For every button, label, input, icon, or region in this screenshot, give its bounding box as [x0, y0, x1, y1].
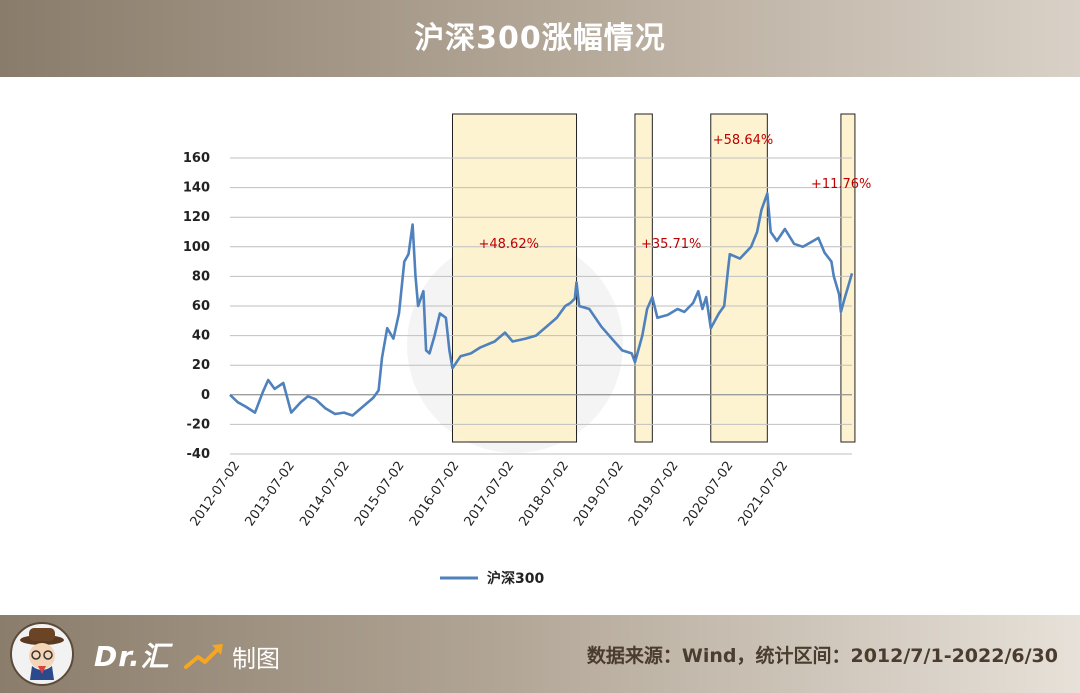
- y-tick-label: 40: [192, 329, 210, 344]
- data-source-text: 数据来源：Wind，统计区间：2012/7/1-2022/6/30: [586, 645, 1058, 667]
- series-line: [229, 192, 854, 417]
- legend-label: 沪深300: [487, 570, 544, 587]
- highlight-periods: [407, 113, 856, 453]
- y-tick-label: 60: [192, 299, 210, 314]
- highlight-labels: +48.62% +35.71% +58.64% +11.76%: [478, 133, 871, 252]
- legend: 沪深300: [440, 570, 544, 587]
- highlight-label: +58.64%: [713, 133, 773, 148]
- footer-bar: Dr.汇 制图 数据来源：Wind，统计区间：2012/7/1-2022/6/3…: [0, 615, 1080, 693]
- x-tick-label: 2018-07-02: [516, 459, 572, 530]
- x-tick-label: 2017-07-02: [462, 459, 518, 530]
- x-tick-label: 2021-07-02: [736, 459, 792, 530]
- y-tick-label: 0: [201, 388, 210, 403]
- brand-logo: Dr.汇: [94, 640, 170, 673]
- y-axis-ticks: 160 140 120 100 80 60 40 20 0 -20 -40: [183, 151, 210, 462]
- avatar-icon: [10, 622, 74, 686]
- highlight-label: +48.62%: [478, 237, 538, 252]
- x-tick-label: 2016-07-02: [407, 459, 463, 530]
- x-tick-label: 2019-07-02: [571, 459, 627, 530]
- highlight-label: +11.76%: [811, 177, 871, 192]
- y-tick-label: 20: [192, 358, 210, 373]
- x-axis-ticks: 2012-07-02 2013-07-02 2014-07-02 2015-07-02…: [188, 459, 792, 530]
- y-tick-label: -20: [187, 417, 211, 432]
- x-tick-label: 2014-07-02: [297, 459, 353, 530]
- y-tick-label: 100: [183, 240, 210, 255]
- x-tick-label: 2015-07-02: [352, 459, 408, 530]
- x-tick-label: 2012-07-02: [188, 459, 244, 530]
- x-tick-label: 2019-07-02: [626, 459, 682, 530]
- highlight-box: [840, 113, 856, 443]
- gridlines: [230, 157, 852, 455]
- made-by-text: 制图: [232, 645, 280, 673]
- y-tick-label: 80: [192, 269, 210, 284]
- trend-arrow-icon: [184, 644, 223, 669]
- y-tick-label: 140: [183, 181, 210, 196]
- highlight-box: [710, 113, 768, 443]
- x-tick-label: 2013-07-02: [242, 459, 298, 530]
- series-lines: [229, 192, 854, 417]
- x-tick-label: 2020-07-02: [681, 459, 737, 530]
- highlight-box: [451, 113, 578, 443]
- y-tick-label: 120: [183, 210, 210, 225]
- page-title: 沪深300涨幅情况: [414, 21, 666, 56]
- chart-area: 160 140 120 100 80 60 40 20 0 -20 -40 2012-07-02 20…: [0, 77, 1080, 615]
- highlight-box: [634, 113, 653, 443]
- y-tick-label: 160: [183, 151, 210, 166]
- highlight-label: +35.71%: [641, 237, 701, 252]
- y-tick-label: -40: [187, 447, 211, 462]
- header-bar: 沪深300涨幅情况: [0, 0, 1080, 77]
